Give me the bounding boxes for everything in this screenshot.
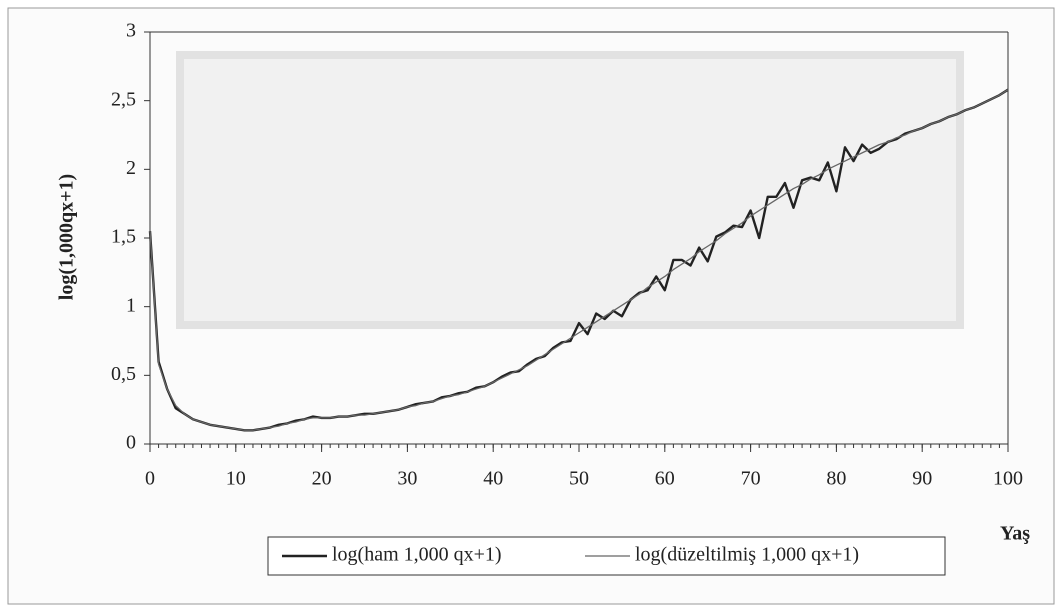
y-axis-title: log(1,000qx+1) [56, 174, 78, 300]
legend-label: log(düzeltilmiş 1,000 qx+1) [635, 544, 859, 566]
x-tick-label: 90 [912, 468, 932, 490]
x-tick-label: 80 [826, 468, 846, 490]
x-tick-label: 10 [226, 468, 246, 490]
y-tick-label: 1 [126, 294, 136, 316]
x-tick-label: 40 [483, 468, 503, 490]
y-tick-label: 2 [126, 157, 136, 179]
y-tick-label: 3 [126, 20, 136, 42]
x-tick-label: 0 [145, 468, 155, 490]
x-tick-label: 30 [397, 468, 417, 490]
x-tick-label: 20 [312, 468, 332, 490]
y-tick-label: 1,5 [111, 226, 136, 248]
x-axis-title: Yaş [1000, 523, 1030, 545]
x-tick-label: 100 [993, 468, 1023, 490]
x-tick-label: 60 [655, 468, 675, 490]
x-tick-label: 50 [569, 468, 589, 490]
x-tick-label: 70 [741, 468, 761, 490]
chart: log(1,000qx+1) Yaş 00,511,522,5301020304… [0, 0, 1062, 612]
y-tick-label: 2,5 [111, 88, 136, 110]
legend-label: log(ham 1,000 qx+1) [332, 544, 502, 566]
y-tick-label: 0,5 [111, 363, 136, 385]
y-tick-label: 0 [126, 432, 136, 454]
background-picture [180, 55, 960, 325]
